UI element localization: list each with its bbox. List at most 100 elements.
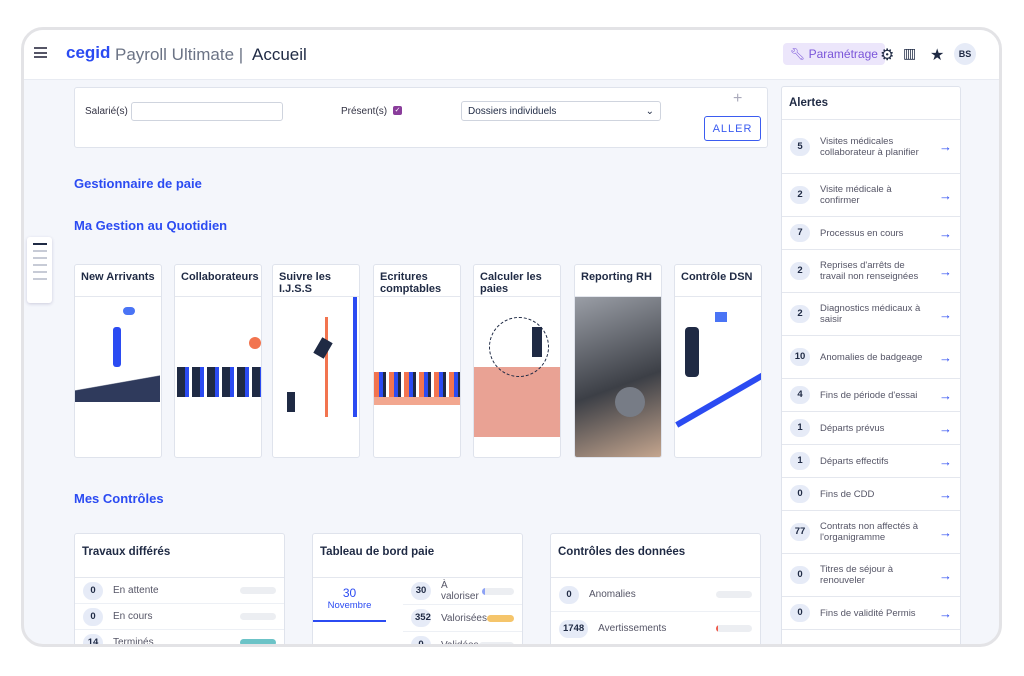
- count-badge: 14: [83, 633, 103, 644]
- settings-button[interactable]: 🔧︎ Paramétrage: [783, 43, 885, 65]
- alert-item[interactable]: 2 Diagnostics médicaux à saisir →: [782, 293, 960, 336]
- arrow-right-icon[interactable]: →: [939, 187, 952, 203]
- tile-hr-reporting[interactable]: Reporting RH: [574, 264, 662, 458]
- add-icon[interactable]: +: [733, 90, 743, 107]
- alert-item[interactable]: 0 Fins de validité Permis →: [782, 597, 960, 630]
- arrow-right-icon[interactable]: →: [939, 605, 952, 621]
- role-heading: Gestionnaire de paie: [74, 176, 202, 191]
- employee-label: Salarié(s): [85, 106, 128, 117]
- folder-type-select[interactable]: Dossiers individuels ⌄: [461, 101, 661, 121]
- avatar[interactable]: BS: [954, 43, 976, 65]
- illustration: [273, 297, 359, 437]
- settings-label: Paramétrage: [808, 47, 878, 61]
- page-title: Accueil: [252, 45, 307, 64]
- progress-bar: [240, 587, 276, 594]
- alert-item[interactable]: 0 Titres de séjour à renouveler →: [782, 554, 960, 597]
- alert-label: Fins de période d'essai: [820, 389, 918, 401]
- side-mini-nav[interactable]: [27, 237, 52, 303]
- alert-item[interactable]: 5 Visites médicales collaborateur à plani…: [782, 120, 960, 174]
- app-window: cegid Payroll Ultimate | Accueil 🔧︎ Para…: [21, 27, 1002, 647]
- alert-item[interactable]: 1 Départs prévus →: [782, 412, 960, 445]
- arrow-right-icon[interactable]: →: [939, 420, 952, 436]
- arrow-right-icon[interactable]: →: [939, 263, 952, 279]
- chevron-down-icon: ⌄: [645, 106, 654, 117]
- app-name: Payroll Ultimate |: [115, 45, 244, 64]
- period-month: Novembre: [327, 600, 372, 611]
- tile-title: Reporting RH: [575, 265, 661, 297]
- status-row[interactable]: 0 En cours: [75, 604, 284, 630]
- status-row[interactable]: 1748 Avertissements: [551, 612, 760, 644]
- arrow-right-icon[interactable]: →: [939, 567, 952, 583]
- count-badge: 2: [790, 305, 810, 323]
- progress-bar: [240, 639, 276, 644]
- progress-fill: [240, 639, 276, 644]
- status-row[interactable]: 0 Anomalies: [551, 578, 760, 612]
- tile-calculate-pay[interactable]: Calculer les paies: [473, 264, 561, 458]
- present-checkbox[interactable]: ✓: [393, 106, 402, 115]
- hamburger-menu-icon[interactable]: [34, 47, 47, 58]
- tile-dsn-control[interactable]: Contrôle DSN: [674, 264, 762, 458]
- alert-item[interactable]: 10 Anomalies de badgeage →: [782, 336, 960, 379]
- arrow-right-icon[interactable]: →: [939, 139, 952, 154]
- arrow-right-icon[interactable]: →: [939, 387, 952, 403]
- tile-employees[interactable]: Collaborateurs: [174, 264, 262, 458]
- count-badge: 0: [790, 566, 810, 584]
- count-badge: 1: [790, 452, 810, 470]
- deferred-jobs-card: Travaux différés 0 En attente 0 En cours 14 T…: [74, 533, 285, 644]
- status-label: En attente: [113, 585, 159, 596]
- wrench-icon: 🔧︎: [790, 47, 809, 61]
- arrow-right-icon[interactable]: →: [939, 349, 952, 365]
- count-badge: 352: [411, 609, 431, 627]
- count-badge: 2: [790, 186, 810, 204]
- tile-accounting[interactable]: Ecritures comptables: [373, 264, 461, 458]
- status-row[interactable]: 14 Terminés: [75, 630, 284, 644]
- photo: [575, 297, 661, 457]
- tile-new-arrivals[interactable]: New Arrivants: [74, 264, 162, 458]
- alert-item[interactable]: 7 Processus en cours →: [782, 217, 960, 250]
- progress-bar: [716, 625, 752, 632]
- count-badge: 7: [790, 224, 810, 242]
- alert-label: Titres de séjour à renouveler: [820, 564, 894, 586]
- alert-item[interactable]: 2 Visite médicale à confirmer →: [782, 174, 960, 217]
- controls-heading: Mes Contrôles: [74, 491, 164, 506]
- arrow-right-icon[interactable]: →: [939, 225, 952, 241]
- arrow-right-icon[interactable]: →: [939, 486, 952, 502]
- count-badge: 30: [411, 582, 431, 600]
- gear-icon[interactable]: ⚙: [880, 47, 895, 64]
- alert-label: Fins de validité Permis: [820, 607, 916, 619]
- daily-heading: Ma Gestion au Quotidien: [74, 218, 228, 233]
- status-row[interactable]: 352 Valorisées: [403, 605, 522, 632]
- alert-label: Processus en cours: [820, 227, 904, 239]
- tile-ijss[interactable]: Suivre les I.J.S.S: [272, 264, 360, 458]
- employee-input[interactable]: [131, 102, 283, 121]
- alert-label: Départs prévus: [820, 422, 885, 434]
- count-badge: 1748: [559, 619, 589, 638]
- chart-icon[interactable]: ▥: [903, 45, 917, 61]
- progress-fill: [486, 614, 514, 622]
- period-tab[interactable]: 30 Novembre: [313, 578, 386, 622]
- pay-dashboard-card: Tableau de bord paie 30 Novembre 30 À val…: [312, 533, 523, 644]
- alert-item[interactable]: 77 Contrats non affectés à l'organigramme…: [782, 511, 960, 554]
- card-title: Tableau de bord paie: [313, 534, 522, 578]
- count-badge: 1: [790, 419, 810, 437]
- status-row[interactable]: 30 À valoriser: [403, 578, 522, 605]
- arrow-right-icon[interactable]: →: [939, 524, 952, 540]
- alert-item[interactable]: 4 Fins de période d'essai →: [782, 379, 960, 412]
- alert-label: Reprises d'arrêts de travail non renseig…: [820, 260, 919, 282]
- illustration: [374, 297, 460, 437]
- tile-title: Ecritures comptables: [374, 265, 460, 297]
- go-button[interactable]: ALLER: [704, 116, 761, 141]
- alert-item[interactable]: 1 Départs effectifs →: [782, 445, 960, 478]
- alert-item[interactable]: 2 Reprises d'arrêts de travail non rensei…: [782, 250, 960, 293]
- tile-title: Contrôle DSN: [675, 265, 761, 297]
- star-icon[interactable]: ★: [930, 47, 945, 64]
- progress-bar: [478, 641, 514, 644]
- status-row[interactable]: 0 Validées: [403, 632, 522, 644]
- status-row[interactable]: 0 En attente: [75, 578, 284, 604]
- alert-label: Fins de CDD: [820, 488, 875, 500]
- count-badge: 2: [790, 262, 810, 280]
- arrow-right-icon[interactable]: →: [939, 306, 952, 322]
- alert-item[interactable]: 0 Fins de CDD →: [782, 478, 960, 511]
- count-badge: 0: [790, 604, 810, 622]
- arrow-right-icon[interactable]: →: [939, 453, 952, 469]
